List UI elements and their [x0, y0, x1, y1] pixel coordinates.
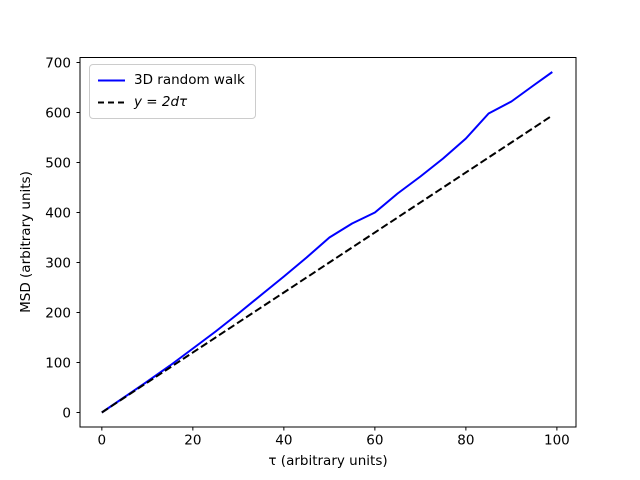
- legend: 3D random walk y = 2dτ: [89, 64, 256, 119]
- legend-label: 3D random walk: [134, 72, 245, 88]
- x-tick-label: 20: [184, 433, 201, 449]
- legend-entry: 3D random walk: [98, 71, 245, 89]
- y-axis-label: MSD (arbitrary units): [18, 171, 34, 313]
- y-tick-label: 200: [45, 305, 71, 321]
- x-tick-label: 80: [457, 433, 474, 449]
- legend-line-sample-solid: [98, 79, 125, 81]
- x-tick-label: 100: [544, 433, 570, 449]
- legend-line-sample-dashed: [98, 101, 125, 103]
- x-tick-label: 40: [275, 433, 292, 449]
- plot-area-border: [79, 57, 577, 428]
- y-tick-label: 100: [45, 355, 71, 371]
- y-tick-label: 600: [45, 105, 71, 121]
- y-tick-label: 300: [45, 255, 71, 271]
- y-tick-label: 700: [45, 55, 71, 71]
- legend-entry: y = 2dτ: [98, 93, 245, 111]
- x-tick-label: 60: [366, 433, 383, 449]
- series-line-1: [101, 114, 553, 414]
- legend-label: y = 2dτ: [134, 94, 188, 110]
- x-tick-label: 0: [98, 433, 107, 449]
- x-axis-label: τ (arbitrary units): [268, 453, 388, 469]
- series-line-0: [101, 71, 553, 414]
- y-tick-label: 0: [62, 405, 71, 421]
- y-tick-label: 500: [45, 155, 71, 171]
- y-tick-label: 400: [45, 205, 71, 221]
